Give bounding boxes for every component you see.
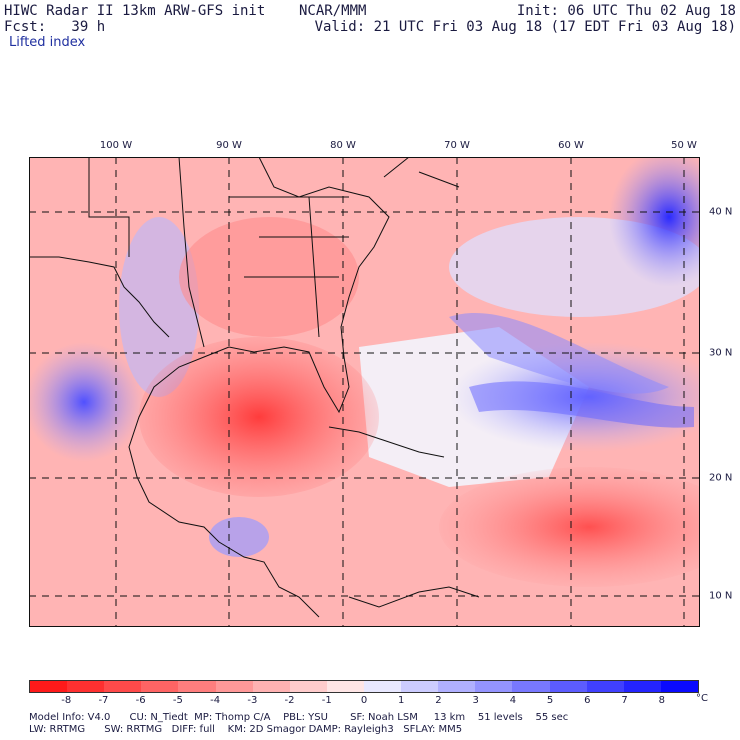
map-frame [29,157,700,627]
colorbar-label: -2 [284,695,295,706]
colorbar-swatch [30,681,68,692]
colorbar-label: -7 [98,695,109,706]
colorbar-label: -1 [321,695,332,706]
colorbar-swatch [252,681,290,692]
colorbar-swatch [178,681,216,692]
colorbar-swatch [475,681,513,692]
colorbar-label: 8 [658,695,665,706]
colorbar-swatch [660,681,698,692]
colorbar-swatch [586,681,624,692]
colorbar-swatch [104,681,142,692]
colorbar-label: -8 [61,695,72,706]
colorbar-swatch [215,681,253,692]
colorbar-label: -3 [247,695,258,706]
forecast-hour: Fcst: 39 h [4,19,106,35]
colorbar-swatch [512,681,550,692]
model-info-line1: Model Info: V4.0 CU: N_Tiedt MP: Thomp C… [29,712,569,723]
field-name: Lifted index [9,35,86,50]
stable-band [469,381,694,428]
colorbar-swatch [549,681,587,692]
colorbar-swatch [326,681,364,692]
colorbar [29,680,699,693]
model-info-line2: LW: RRTMG SW: RRTMG DIFF: full KM: 2D Sm… [29,724,463,735]
colorbar-swatch [363,681,402,692]
colorbar-swatch [289,681,327,692]
colorbar-swatch [438,681,476,692]
stable-region-central-america [209,517,269,557]
lon-label: 60 W [558,140,584,151]
lat-label: 10 N [709,590,733,602]
lat-label: 40 N [709,206,733,218]
stable-region-northeast [609,157,700,287]
lat-label: 20 N [709,472,733,484]
graticule [29,157,700,627]
lat-label: 30 N [709,347,733,359]
lon-label: 70 W [444,140,470,151]
colorbar-label: 5 [546,695,554,706]
valid-time: Valid: 21 UTC Fri 03 Aug 18 (17 EDT Fri … [314,19,736,35]
colorbar-label: -4 [210,695,221,706]
colorbar-label: 6 [584,695,591,706]
lon-label: 100 W [99,140,133,151]
colorbar-label: 4 [509,695,517,706]
colorbar-label: 2 [435,695,442,706]
stable-band [449,313,669,394]
lon-label: 80 W [330,140,356,151]
colorbar-swatch [67,681,105,692]
colorbar-label: -6 [135,695,146,706]
colorbar-swatch [401,681,439,692]
colorbar-label: 3 [472,695,479,706]
colorbar-swatch [623,681,661,692]
colorbar-label: -5 [172,695,183,706]
stable-region-plains [119,217,199,397]
title-left: HIWC Radar II 13km ARW-GFS init NCAR/MMM [4,3,367,19]
lon-label: 50 W [671,140,697,151]
unstable-region-gulf [139,337,379,497]
unstable-region-caribbean [439,467,700,587]
lon-label: 90 W [216,140,242,151]
colorbar-label: 0 [360,695,368,706]
colorbar-label: 7 [621,695,628,706]
init-time: Init: 06 UTC Thu 02 Aug 18 [516,3,736,19]
lifted-index-map[interactable] [29,157,700,627]
colorbar-unit: °C [696,693,708,704]
colorbar-swatch [141,681,179,692]
stable-region-mexico [29,342,144,462]
coastlines [29,157,480,618]
colorbar-label: 1 [398,695,405,706]
